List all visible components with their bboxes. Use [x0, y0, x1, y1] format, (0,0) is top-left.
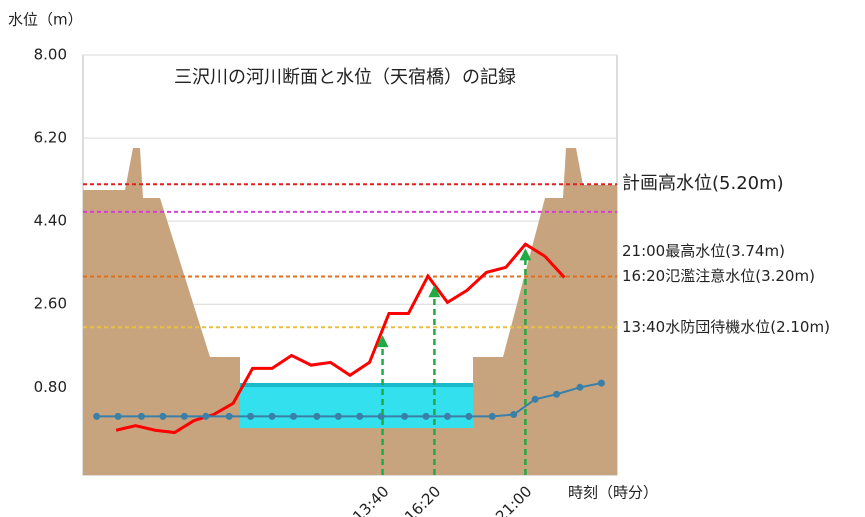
- data-point: [268, 412, 276, 420]
- y-tick-label: 2.60: [34, 295, 67, 313]
- data-point: [597, 379, 605, 387]
- data-point: [93, 412, 101, 420]
- data-point: [159, 412, 167, 420]
- data-point: [576, 383, 584, 391]
- arrow-head: [519, 248, 532, 261]
- data-point: [531, 395, 539, 403]
- level-label: 13:40水防団待機水位(2.10m): [622, 318, 830, 336]
- river-cross-section: [83, 148, 617, 475]
- y-tick-label: 4.40: [34, 212, 67, 230]
- data-point: [180, 412, 188, 420]
- level-label: 16:20氾濫注意水位(3.20m): [622, 267, 815, 285]
- data-point: [225, 412, 233, 420]
- chart-title: 三沢川の河川断面と水位（天宿橋）の記録: [174, 67, 516, 88]
- water-body: [240, 383, 473, 428]
- level-label: 計画高水位(5.20m): [622, 173, 784, 194]
- x-axis-label: 時刻（時分）: [568, 484, 658, 502]
- data-point: [443, 412, 451, 420]
- annotation-label: 21:00: [492, 482, 535, 517]
- arrow-head: [428, 285, 441, 298]
- data-point: [114, 412, 122, 420]
- y-tick-label: 6.20: [34, 129, 67, 147]
- data-line: [96, 382, 602, 418]
- arrow-head: [376, 335, 389, 348]
- data-line: [115, 242, 566, 435]
- marks: 計画高水位(5.20m) 21:00最高水位(3.74m) 16:20氾濫注意水位(…: [83, 173, 830, 517]
- data-point: [510, 411, 518, 419]
- data-point: [401, 412, 409, 420]
- data-point: [553, 390, 561, 398]
- y-tick-label: 0.80: [34, 378, 67, 396]
- y-axis-label: 水位（m）: [8, 11, 83, 29]
- annotation-label: 16:20: [401, 482, 444, 517]
- data-point: [202, 412, 210, 420]
- water-surface: [240, 383, 473, 387]
- data-point: [313, 412, 321, 420]
- y-tick-label: 8.00: [34, 46, 67, 64]
- data-point: [488, 412, 496, 420]
- level-label: 21:00最高水位(3.74m): [622, 242, 785, 260]
- data-point: [334, 412, 342, 420]
- data-point: [247, 412, 255, 420]
- data-point: [289, 412, 297, 420]
- data-point: [422, 412, 430, 420]
- annotation-label: 13:40: [349, 482, 392, 517]
- data-point: [137, 412, 145, 420]
- data-point: [465, 412, 473, 420]
- data-point: [356, 412, 364, 420]
